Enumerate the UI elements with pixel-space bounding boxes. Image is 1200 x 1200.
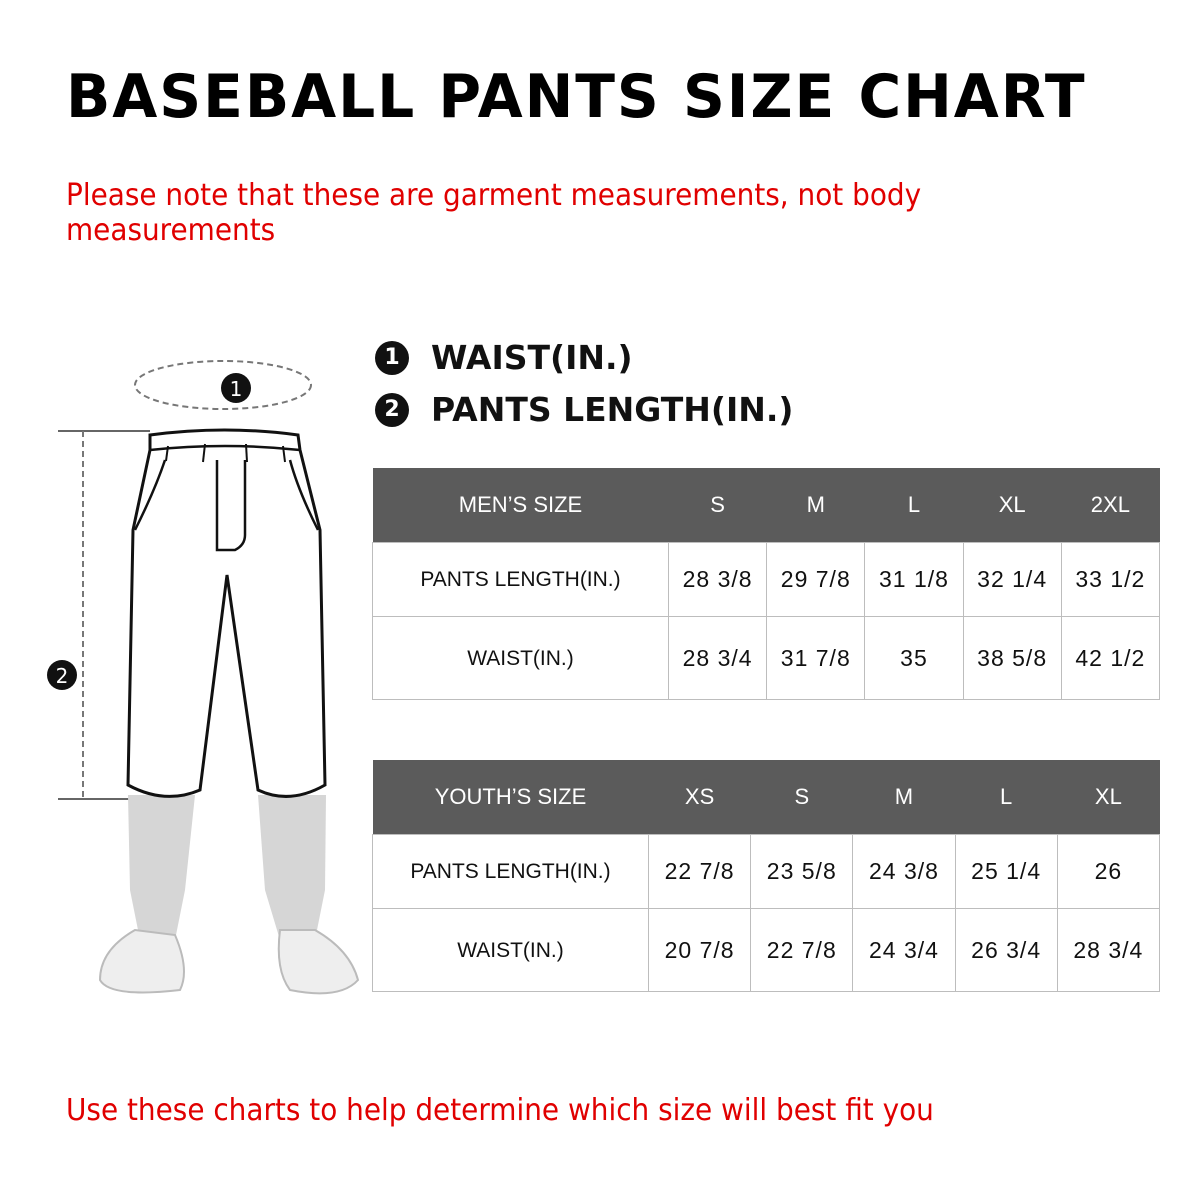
table-cell: 28 3/4 (667, 616, 768, 700)
legend-label: PANTS LENGTH(IN.) (431, 390, 794, 429)
header-cell: XS (648, 760, 751, 835)
table-cell: 25 1/4 (954, 834, 1058, 909)
mens-size-table: MEN’S SIZE S M L XL 2XL PANTS LENGTH(IN.… (372, 468, 1161, 700)
table-row: WAIST(IN.) 20 7/8 22 7/8 24 3/4 26 3/4 2… (372, 908, 1161, 992)
table-cell: 20 7/8 (647, 908, 752, 992)
table-cell: 24 3/8 (852, 834, 956, 909)
pants-illustration: 1 2 (47, 360, 360, 995)
header-cell: L (955, 760, 1058, 835)
table-cell: 22 7/8 (750, 908, 854, 992)
svg-text:2: 2 (56, 664, 69, 688)
header-cell: S (668, 468, 767, 543)
table-cell: 26 (1056, 834, 1161, 909)
pants-outline (126, 428, 327, 798)
header-cell: L (864, 468, 964, 543)
table-cell: 29 7/8 (766, 542, 866, 617)
header-cell: 2XL (1061, 468, 1160, 543)
table-cell: 38 5/8 (962, 616, 1062, 700)
length-marker-icon (47, 660, 77, 690)
marker-2-icon: 2 (375, 392, 409, 427)
header-cell: YOUTH’S SIZE (372, 760, 649, 835)
row-label: WAIST(IN.) (372, 908, 649, 992)
waist-marker-icon (221, 373, 251, 403)
table-header-row: MEN’S SIZE S M L XL 2XL (372, 468, 1160, 543)
legend-label: WAIST(IN.) (431, 338, 633, 377)
youth-size-table: YOUTH’S SIZE XS S M L XL PANTS LENGTH(IN… (372, 760, 1161, 992)
table-cell: 28 3/8 (667, 542, 768, 617)
header-cell: XL (963, 468, 1062, 543)
table-row: PANTS LENGTH(IN.) 22 7/8 23 5/8 24 3/8 2… (372, 834, 1161, 909)
waist-measure-ellipse (134, 360, 312, 410)
header-cell: XL (1057, 760, 1160, 835)
table-cell: 42 1/2 (1060, 616, 1161, 700)
header-cell: S (750, 760, 853, 835)
legend-pants-length: 2 PANTS LENGTH(IN.) (375, 390, 794, 429)
table-row: WAIST(IN.) 28 3/4 31 7/8 35 38 5/8 42 1/… (372, 616, 1161, 700)
row-label: PANTS LENGTH(IN.) (372, 834, 649, 909)
table-cell: 31 1/8 (864, 542, 964, 617)
table-cell: 32 1/4 (962, 542, 1062, 617)
table-cell: 26 3/4 (954, 908, 1058, 992)
header-cell: M (852, 760, 956, 835)
footer-note: Use these charts to help determine which… (66, 1093, 934, 1128)
header-cell: MEN’S SIZE (372, 468, 669, 543)
row-label: WAIST(IN.) (372, 616, 669, 700)
table-cell: 28 3/4 (1056, 908, 1161, 992)
left-shoe (98, 928, 185, 994)
table-cell: 35 (864, 616, 964, 700)
table-cell: 22 7/8 (647, 834, 752, 909)
right-shoe (277, 929, 360, 995)
table-cell: 24 3/4 (852, 908, 956, 992)
svg-text:1: 1 (230, 377, 243, 401)
header-cell: M (766, 468, 865, 543)
row-label: PANTS LENGTH(IN.) (372, 542, 669, 617)
garment-note: Please note that these are garment measu… (66, 178, 922, 248)
table-cell: 23 5/8 (750, 834, 854, 909)
page-title: BASEBALL PANTS SIZE CHART (66, 62, 1087, 132)
legend-waist: 1 WAIST(IN.) (375, 338, 633, 377)
table-cell: 33 1/2 (1060, 542, 1161, 617)
table-header-row: YOUTH’S SIZE XS S M L XL (372, 760, 1160, 835)
marker-1-icon: 1 (375, 340, 409, 375)
table-row: PANTS LENGTH(IN.) 28 3/8 29 7/8 31 1/8 3… (372, 542, 1161, 617)
table-cell: 31 7/8 (766, 616, 866, 700)
